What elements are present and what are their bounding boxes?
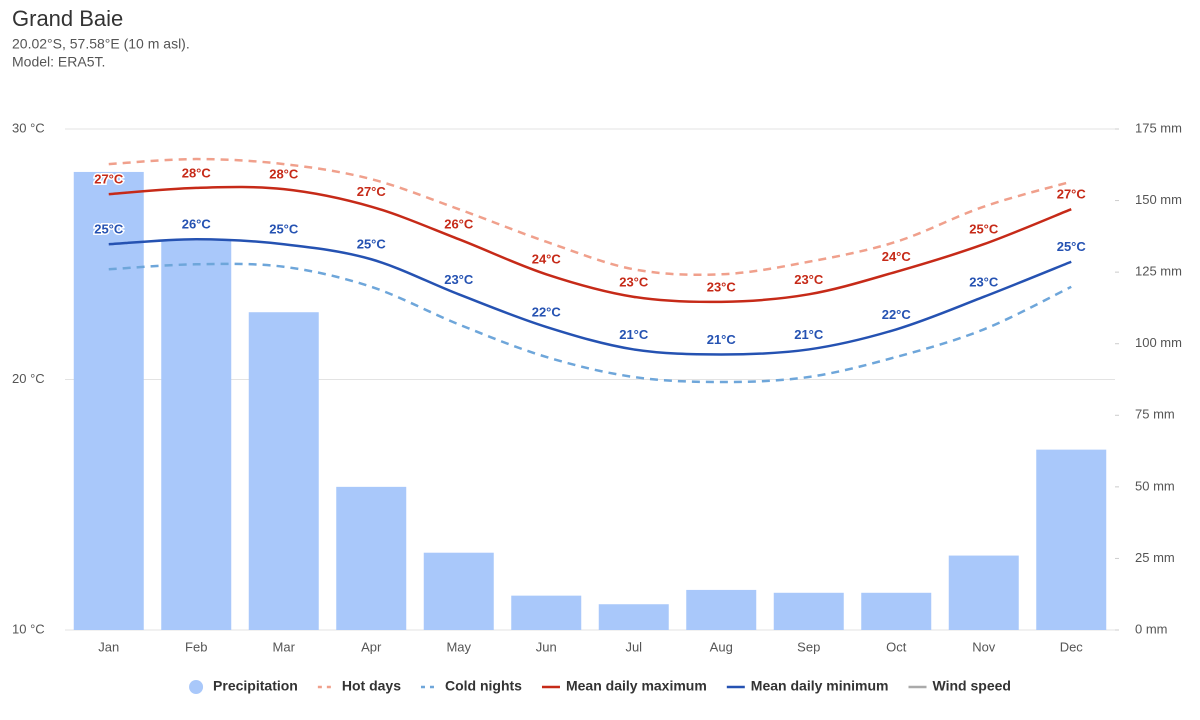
value-label: 25°C <box>357 237 387 252</box>
value-label: 27°C <box>94 172 124 187</box>
value-label: 23°C <box>619 274 649 289</box>
value-label: 24°C <box>882 249 912 264</box>
y2-tick-label: 100 mm <box>1135 335 1182 350</box>
legend-label: Hot days <box>342 678 401 694</box>
value-label: 25°C <box>94 222 124 237</box>
bar <box>948 555 1019 630</box>
y-tick-label: 10 °C <box>12 621 45 636</box>
y2-tick-label: 25 mm <box>1135 550 1175 565</box>
y2-tick-label: 150 mm <box>1135 192 1182 207</box>
value-label: 24°C <box>532 252 562 267</box>
y2-tick-label: 75 mm <box>1135 407 1175 422</box>
value-label: 25°C <box>969 222 999 237</box>
y-tick-label: 30 °C <box>12 120 45 135</box>
x-tick-label: Apr <box>361 639 382 654</box>
line <box>108 262 1072 384</box>
y2-tick-label: 50 mm <box>1135 478 1175 493</box>
value-label: 21°C <box>707 332 737 347</box>
bar <box>423 552 494 630</box>
value-label: 28°C <box>182 165 212 180</box>
bar <box>511 595 582 630</box>
y2-tick-label: 0 mm <box>1135 621 1168 636</box>
x-tick-label: Jul <box>625 639 642 654</box>
bar <box>248 312 319 630</box>
line <box>108 185 1072 304</box>
value-label: 23°C <box>444 272 474 287</box>
value-label: 25°C <box>269 222 299 237</box>
y-tick-label: 20 °C <box>12 371 45 386</box>
value-label: 22°C <box>882 307 912 322</box>
value-label: 21°C <box>619 327 649 342</box>
x-tick-label: Mar <box>273 639 296 654</box>
legend-label: Precipitation <box>213 678 298 694</box>
bar <box>73 171 144 630</box>
line <box>108 237 1072 356</box>
value-label: 23°C <box>969 274 999 289</box>
value-label: 27°C <box>357 184 387 199</box>
value-label: 21°C <box>794 327 824 342</box>
bar <box>861 592 932 630</box>
legend-label: Wind speed <box>933 678 1011 694</box>
x-tick-label: Sep <box>797 639 820 654</box>
y2-tick-label: 175 mm <box>1135 120 1182 135</box>
bar <box>1036 449 1107 630</box>
subtitle: 20.02°S, 57.58°E (10 m asl). <box>12 36 190 52</box>
value-label: 27°C <box>1057 187 1087 202</box>
chart-title: Grand Baie <box>12 6 123 31</box>
value-label: 26°C <box>444 217 474 232</box>
bar <box>336 486 407 630</box>
x-tick-label: Jan <box>98 639 119 654</box>
bar <box>161 240 232 630</box>
legend-label: Mean daily minimum <box>751 678 889 694</box>
x-tick-label: Jun <box>536 639 557 654</box>
x-tick-label: May <box>446 639 471 654</box>
value-label: 22°C <box>532 304 562 319</box>
legend-label: Cold nights <box>445 678 522 694</box>
value-label: 28°C <box>269 167 299 182</box>
line <box>108 157 1072 277</box>
value-label: 23°C <box>707 279 737 294</box>
x-tick-label: Oct <box>886 639 907 654</box>
subtitle: Model: ERA5T. <box>12 54 105 70</box>
legend-swatch <box>189 680 204 694</box>
x-tick-label: Feb <box>185 639 207 654</box>
x-tick-label: Aug <box>710 639 733 654</box>
x-tick-label: Nov <box>972 639 996 654</box>
bar <box>686 589 757 630</box>
x-tick-label: Dec <box>1060 639 1084 654</box>
value-label: 25°C <box>1057 239 1087 254</box>
y2-tick-label: 125 mm <box>1135 264 1182 279</box>
value-label: 23°C <box>794 272 824 287</box>
legend-label: Mean daily maximum <box>566 678 707 694</box>
value-label: 26°C <box>182 217 212 232</box>
legend: Precipitation Hot days Cold nights Mean dai… <box>189 678 1011 694</box>
bar <box>773 592 844 630</box>
bar <box>598 604 669 630</box>
